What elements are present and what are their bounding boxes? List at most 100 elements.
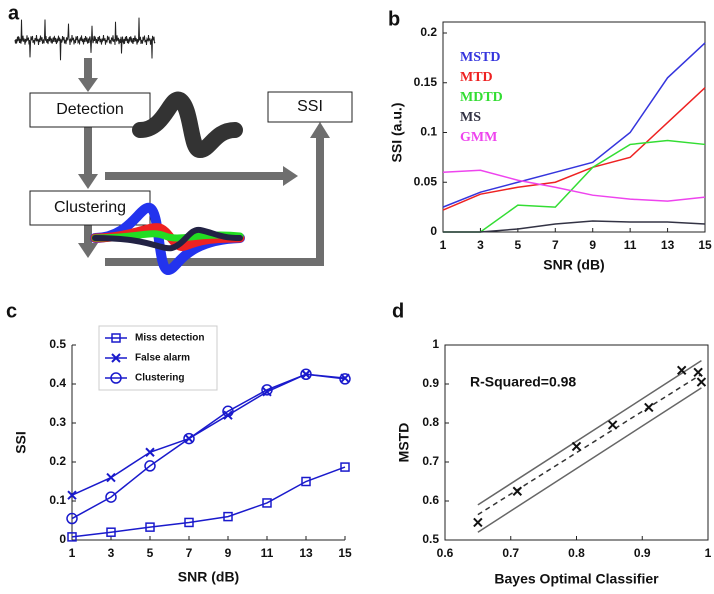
marker [340, 462, 350, 472]
legend-label: MTD [460, 70, 493, 85]
y-tick-label: 0.1 [49, 493, 66, 507]
marker [473, 517, 483, 528]
arrow-head [310, 122, 330, 138]
x-tick-label: 0.6 [437, 546, 454, 560]
series-line [442, 87, 706, 211]
panel-label: d [392, 300, 404, 322]
series-line [71, 466, 346, 538]
y-tick-label: 0.9 [422, 376, 439, 390]
y-tick-label: 0.5 [422, 532, 439, 546]
y-axis-label: MSTD [396, 423, 412, 463]
fit-line [477, 387, 702, 533]
x-tick-label: 0.8 [568, 546, 585, 560]
marker [339, 373, 351, 385]
marker [67, 490, 77, 500]
marker [111, 353, 121, 363]
y-tick-label: 0.2 [420, 25, 437, 39]
x-tick-label: 0.9 [634, 546, 651, 560]
x-tick-label: 11 [261, 546, 274, 560]
panel-label: c [6, 300, 17, 322]
marker [110, 372, 122, 384]
marker [106, 472, 116, 483]
marker [512, 486, 523, 496]
y-tick-label: 0.6 [422, 493, 439, 507]
marker [111, 333, 121, 343]
panel-label: a [8, 2, 20, 24]
x-tick-label: 3 [477, 238, 484, 252]
node-label: Detection [56, 101, 124, 118]
x-tick-label: 15 [698, 238, 712, 252]
y-tick-label: 0.2 [49, 454, 66, 468]
marker [67, 532, 77, 542]
diagram: Detection SSI Clustering [14, 17, 353, 276]
marker [607, 420, 618, 430]
series-line [443, 220, 706, 233]
legend-label: False alarm [135, 353, 190, 364]
marker [106, 527, 116, 537]
x-tick-label: 15 [338, 546, 352, 560]
arrow-head [283, 166, 298, 186]
marker [184, 517, 194, 528]
marker [144, 460, 156, 472]
series-line [442, 169, 706, 202]
y-tick-label: 0.4 [49, 376, 66, 390]
panel-label: b [388, 8, 400, 30]
marker [145, 447, 155, 457]
marker [223, 511, 233, 522]
node-label: SSI [297, 98, 323, 115]
cluster-waveform [92, 226, 243, 252]
y-tick-label: 0.15 [414, 75, 438, 89]
x-tick-label: 7 [186, 546, 193, 560]
marker [183, 432, 195, 445]
legend-label: MDTD [460, 90, 503, 105]
marker [693, 367, 703, 378]
legend-label: Clustering [135, 373, 184, 384]
x-tick-label: 0.7 [502, 546, 519, 560]
y-tick-label: 1 [432, 337, 439, 351]
x-tick-label: 11 [624, 238, 637, 252]
arrow-head [78, 78, 98, 92]
signal-trace [14, 17, 156, 61]
marker [145, 522, 155, 532]
x-tick-label: 1 [440, 238, 447, 252]
x-axis-label: SNR (dB) [543, 257, 604, 273]
arrow-head [78, 174, 98, 189]
series-line [71, 373, 346, 520]
annotation: R-Squared=0.98 [470, 374, 576, 390]
legend-label: Miss detection [135, 333, 204, 344]
marker [222, 405, 234, 418]
legend-label: GMM [460, 130, 497, 145]
marker [644, 402, 654, 413]
y-tick-label: 0.5 [49, 337, 66, 351]
node-box [29, 92, 151, 128]
x-tick-label: 1 [69, 546, 76, 560]
y-axis-label: SSI (a.u.) [389, 103, 405, 163]
node-box [267, 91, 353, 123]
legend-label: MSTD [460, 50, 500, 65]
node-label: Clustering [54, 199, 126, 216]
y-tick-label: 0.8 [422, 415, 439, 429]
x-axis-label: Bayes Optimal Classifier [494, 571, 659, 587]
y-tick-label: 0.1 [420, 125, 437, 139]
marker [262, 498, 272, 508]
marker [571, 441, 582, 452]
x-tick-label: 5 [147, 546, 154, 560]
spike-waveforms [132, 91, 243, 159]
x-tick-label: 3 [108, 546, 115, 560]
y-tick-label: 0 [430, 224, 437, 238]
x-tick-label: 7 [552, 238, 559, 252]
y-tick-label: 0.3 [49, 415, 66, 429]
marker [676, 365, 687, 376]
y-tick-label: 0 [59, 532, 66, 546]
series-line [443, 139, 706, 233]
marker [301, 476, 311, 487]
y-tick-label: 0.05 [414, 174, 438, 188]
legend-label: MS [460, 110, 481, 125]
x-tick-label: 1 [705, 546, 712, 560]
y-tick-label: 0.7 [422, 454, 439, 468]
marker [261, 384, 273, 396]
x-tick-label: 13 [661, 238, 675, 252]
marker [300, 368, 312, 380]
x-tick-label: 13 [299, 546, 313, 560]
